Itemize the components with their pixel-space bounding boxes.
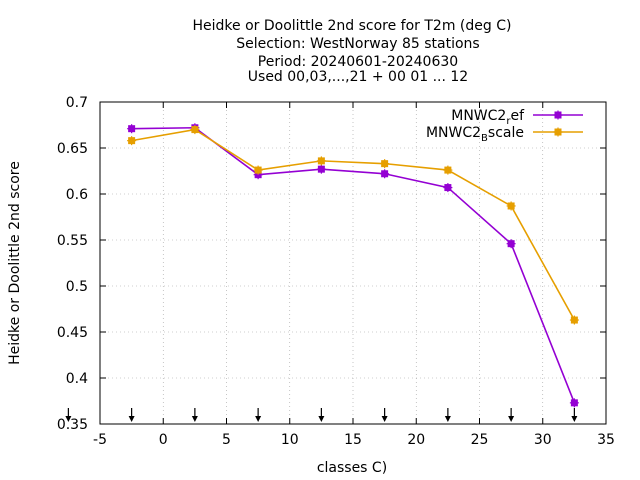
class-arrow-head [508,416,515,422]
series-2 [127,125,579,325]
class-arrow-head [381,416,388,422]
chart-title-line-1: Heidke or Doolittle 2nd score for T2m (d… [193,18,512,34]
class-arrow-head [65,416,72,422]
legend-label: MNWC2ref [451,108,525,127]
x-tick-label: 25 [471,432,489,448]
series [127,123,579,408]
y-tick-label: 0.7 [66,95,88,111]
y-tick-label: 0.6 [66,187,88,203]
x-tick-label: 0 [159,432,168,448]
y-tick-label: 0.35 [57,417,88,433]
x-tick-label: 5 [222,432,231,448]
x-axis-label: classes C) [317,460,387,476]
x-tick-label: 30 [534,432,552,448]
y-tick-label: 0.4 [66,371,88,387]
chart-title-line-4: Used 00,03,...,21 + 00 01 ... 12 [248,69,468,85]
x-tick-label: 35 [597,432,615,448]
legend-label: MNWC2Bscale [426,125,524,144]
x-tick-label: -5 [93,432,107,448]
class-arrow-head [318,416,325,422]
class-arrow-head [191,416,198,422]
y-tick-label: 0.5 [66,279,88,295]
grid [100,102,606,424]
chart-title: Heidke or Doolittle 2nd score for T2m (d… [193,18,512,85]
axes: -5 0 5 10 15 20 25 30 35 0.35 0.4 0.45 0.5 0.55 0.6 0.6… [57,95,615,448]
class-arrow-head [444,416,451,422]
y-tick-label: 0.65 [57,141,88,157]
y-tick-label: 0.55 [57,233,88,249]
series-line [131,126,576,404]
y-axis-label: Heidke or Doolittle 2nd score [7,161,23,365]
y-tick-label: 0.45 [57,325,88,341]
chart-title-line-3: Period: 20240601-20240630 [258,54,458,70]
class-arrows [65,408,578,422]
class-arrow-head [255,416,262,422]
x-tick-label: 20 [407,432,425,448]
series-1 [127,123,579,408]
x-tick-label: 15 [344,432,362,448]
series-line [131,128,576,321]
class-arrow-head [128,416,135,422]
class-arrow-head [571,416,578,422]
chart-title-line-2: Selection: WestNorway 85 stations [236,36,479,52]
x-tick-label: 10 [281,432,299,448]
